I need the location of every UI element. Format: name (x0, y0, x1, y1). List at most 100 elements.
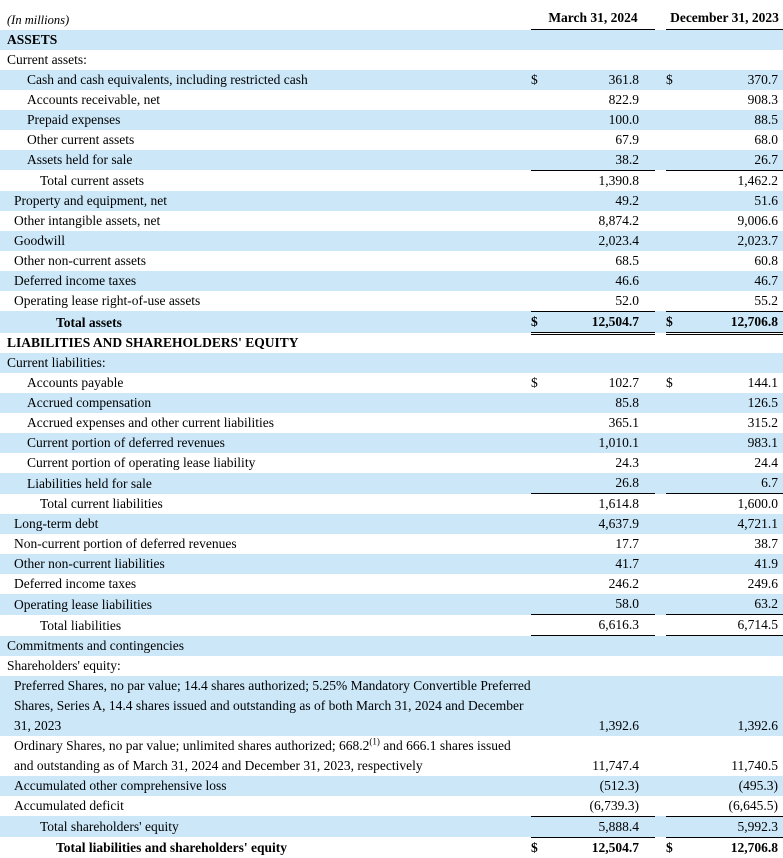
column-gap (655, 413, 666, 433)
currency-symbol (531, 251, 549, 271)
table-row: Prepaid expenses 100.0 88.5 (0, 109, 783, 130)
footnote-marker: (1) (369, 736, 380, 746)
value-cell: 17.7 (615, 536, 639, 551)
table-row: Accounts receivable, net 822.9 908.3 (0, 90, 783, 110)
table-row: Commitments and contingencies (0, 635, 783, 656)
table-row: Current assets: (0, 50, 783, 70)
row-label: Long-term debt (0, 514, 531, 534)
value-cell: 60.8 (754, 252, 778, 268)
table-row: Accumulated deficit (6,739.3) (6,645.5) (0, 795, 783, 817)
column-gap (655, 816, 666, 837)
row-label: Accumulated other comprehensive loss (0, 775, 531, 796)
currency-symbol (666, 453, 684, 473)
value-cell: (6,739.3) (549, 795, 655, 817)
table-row: Total shareholders' equity 5,888.4 5,992.3 (0, 816, 783, 838)
currency-symbol (666, 333, 684, 353)
row-label: Non-current portion of deferred revenues (14, 536, 237, 551)
table-row: Ordinary Shares, no par value; unlimited… (0, 736, 783, 776)
value-cell: 6,714.5 (684, 614, 783, 636)
value-cell: 12,504.7 (549, 311, 655, 335)
row-label: Liabilities held for sale (0, 473, 531, 494)
column-gap (655, 514, 666, 534)
value-cell (684, 656, 783, 676)
currency-symbol (666, 109, 684, 130)
currency-symbol: $ (666, 375, 673, 390)
currency-symbol (531, 109, 549, 130)
column-gap (655, 656, 666, 676)
row-label: Accounts payable (27, 375, 124, 390)
value-cell: 1,010.1 (549, 433, 655, 453)
currency-symbol (666, 393, 684, 413)
row-label: Total shareholders' equity (0, 816, 531, 837)
table-row: Current portion of operating lease liabi… (0, 453, 783, 473)
currency-symbol (666, 594, 684, 615)
row-label: Goodwill (0, 230, 531, 251)
row-label: Other non-current assets (14, 252, 146, 268)
column-gap (655, 574, 666, 594)
currency-symbol (666, 270, 684, 291)
value-cell: 246.2 (608, 576, 639, 591)
column-header-march-31-2024: March 31, 2024 (531, 0, 655, 30)
currency-symbol: $ (531, 839, 538, 855)
table-row: Accumulated other comprehensive loss (512… (0, 775, 783, 796)
value-cell: 4,721.1 (684, 514, 783, 534)
value-cell: 41.7 (549, 554, 655, 574)
column-gap (655, 29, 666, 50)
table-row: Operating lease liabilities 58.0 63.2 (0, 594, 783, 615)
table-row: Assets held for sale 38.2 26.7 (0, 149, 783, 171)
row-label: Other non-current liabilities (0, 554, 531, 574)
currency-symbol (666, 211, 684, 231)
value-cell: 38.7 (754, 536, 778, 551)
value-cell: 6.7 (684, 473, 783, 494)
currency-symbol (666, 574, 684, 594)
table-row: Property and equipment, net 49.2 51.6 (0, 190, 783, 211)
currency-symbol (666, 473, 684, 494)
value-cell: 49.2 (549, 190, 655, 211)
column-gap (655, 270, 666, 291)
column-gap (655, 554, 666, 574)
column-gap (655, 675, 666, 736)
column-gap (655, 635, 666, 656)
value-cell: 8,874.2 (598, 212, 640, 228)
row-label: Other intangible assets, net (14, 212, 161, 228)
column-header-december-31-2023: December 31, 2023 (666, 0, 783, 30)
value-cell: 6,616.3 (549, 614, 655, 636)
row-label: Commitments and contingencies (0, 635, 531, 656)
column-gap (655, 736, 666, 776)
currency-symbol (531, 433, 549, 453)
value-cell (684, 50, 783, 70)
row-label: Current liabilities: (0, 353, 531, 373)
table-row: Total assets $12,504.7 $12,706.8 (0, 311, 783, 335)
value-cell: 38.2 (549, 149, 655, 171)
currency-symbol (531, 149, 549, 171)
currency-symbol (666, 251, 684, 271)
value-cell: 12,706.8 (684, 311, 783, 335)
currency-symbol (531, 675, 549, 736)
currency-symbol (531, 453, 549, 473)
value-cell: 908.3 (747, 91, 778, 107)
currency-symbol (531, 230, 549, 251)
row-label: Property and equipment, net (0, 190, 531, 211)
column-gap (655, 50, 666, 70)
currency-symbol (531, 393, 549, 413)
value-cell: 68.5 (615, 252, 639, 268)
value-cell: 5,888.4 (549, 816, 655, 838)
row-label: Total liabilities (40, 617, 122, 633)
value-cell: 67.9 (615, 131, 639, 147)
currency-symbol (531, 494, 549, 515)
currency-symbol: $ (666, 311, 684, 335)
currency-symbol (666, 50, 684, 70)
value-cell (684, 635, 783, 656)
currency-symbol (531, 190, 549, 211)
currency-symbol (666, 413, 684, 433)
currency-symbol (531, 574, 549, 594)
currency-symbol (531, 656, 549, 676)
units-label: (In millions) (7, 12, 70, 27)
currency-symbol (666, 29, 684, 50)
currency-symbol (666, 494, 684, 515)
value-cell: 12,504.7 (591, 839, 639, 855)
row-label: Assets held for sale (0, 149, 531, 170)
column-gap (655, 69, 666, 90)
currency-symbol (666, 736, 684, 776)
row-label: ASSETS (0, 29, 531, 50)
